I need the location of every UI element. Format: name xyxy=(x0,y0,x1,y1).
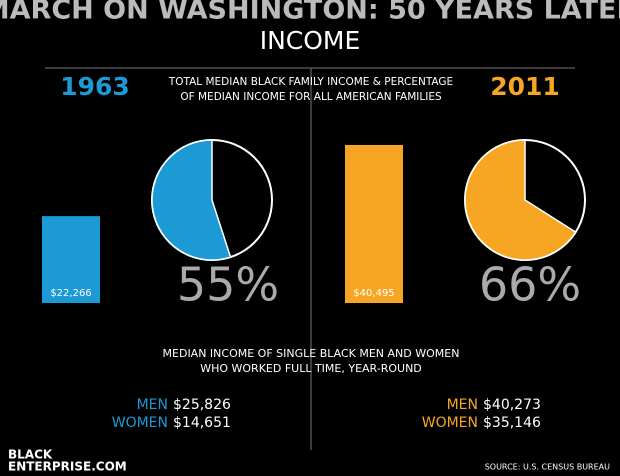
chart-subtitle: TOTAL MEDIAN BLACK FAMILY INCOME & PERCE… xyxy=(168,76,453,88)
main-title: MARCH ON WASHINGTON: 50 YEARS LATER xyxy=(0,0,620,26)
bar xyxy=(345,145,403,303)
income-label: WOMEN xyxy=(112,415,168,431)
percent-label: 66% xyxy=(479,258,581,312)
income-label: MEN xyxy=(137,397,168,413)
year-label: 1963 xyxy=(60,72,130,101)
bar-label: $40,495 xyxy=(353,288,394,299)
income-label: MEN xyxy=(447,397,478,413)
income-value: $40,273 xyxy=(483,397,541,413)
bar-label: $22,266 xyxy=(50,288,91,299)
logo: BLACK xyxy=(8,448,53,462)
percent-label: 55% xyxy=(177,258,279,312)
income-value: $25,826 xyxy=(173,397,231,413)
chart-subtitle: OF MEDIAN INCOME FOR ALL AMERICAN FAMILI… xyxy=(180,91,442,103)
income-value: $35,146 xyxy=(483,415,541,431)
logo: ENTERPRISE.COM xyxy=(8,460,127,474)
pie-slice xyxy=(151,139,232,261)
income-title: MEDIAN INCOME OF SINGLE BLACK MEN AND WO… xyxy=(163,347,460,360)
bar xyxy=(42,216,100,303)
income-value: $14,651 xyxy=(173,415,231,431)
income-label: WOMEN xyxy=(422,415,478,431)
source: SOURCE: U.S. CENSUS BUREAU xyxy=(485,463,610,472)
year-label: 2011 xyxy=(490,72,560,101)
pie-slice xyxy=(464,139,577,261)
income-title: WHO WORKED FULL TIME, YEAR-ROUND xyxy=(200,362,422,375)
section-title: INCOME xyxy=(260,26,361,55)
